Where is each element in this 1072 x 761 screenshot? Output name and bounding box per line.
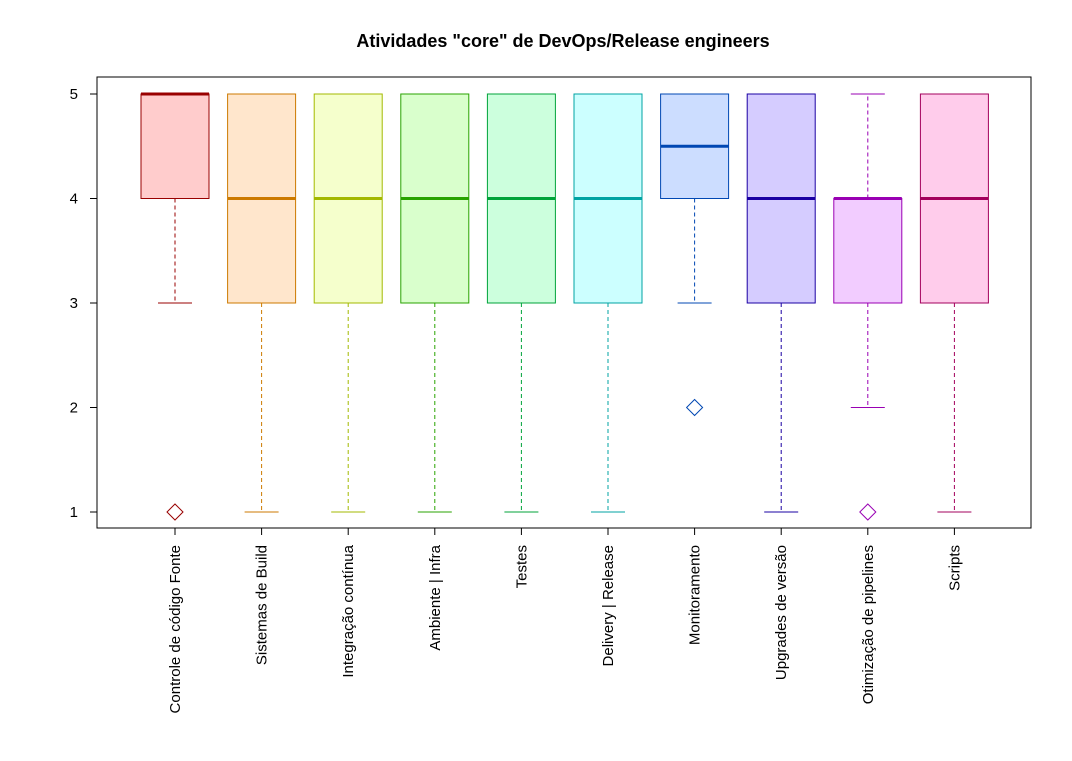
x-category-label: Otimização de pipelines [860, 545, 877, 704]
y-tick-label: 2 [70, 400, 78, 417]
box-8 [746, 93, 816, 513]
box-1 [140, 92, 210, 521]
x-category-label: Sistemas de Build [254, 545, 271, 665]
chart-title: Atividades "core" de DevOps/Release engi… [356, 31, 769, 51]
outlier-point [685, 398, 704, 417]
box-5 [486, 93, 556, 513]
x-category-label: Monitoramento [687, 545, 704, 645]
x-category-label: Ambiente | Infra [427, 544, 444, 650]
box-iqr [140, 93, 210, 199]
y-tick-label: 3 [70, 295, 78, 312]
y-axis: 1 2 3 4 5 [70, 86, 98, 521]
box-10 [919, 93, 989, 513]
box-3 [313, 93, 383, 513]
x-category-label: Delivery | Release [600, 545, 617, 666]
box-6 [573, 93, 643, 513]
outlier-point [166, 503, 184, 521]
x-category-label: Upgrades de versão [773, 545, 790, 680]
box-9 [833, 93, 903, 521]
y-tick-label: 1 [70, 504, 78, 521]
box-2 [227, 93, 297, 513]
x-category-label: Scripts [946, 545, 963, 591]
box-iqr [833, 198, 903, 304]
box-4 [400, 93, 470, 513]
x-category-label: Testes [513, 545, 530, 588]
box-7 [660, 93, 730, 417]
x-axis-labels: Controle de código Fonte Sistemas de Buil… [167, 528, 963, 713]
box-series [140, 92, 989, 521]
y-tick-label: 5 [70, 86, 78, 103]
outlier-point [859, 503, 877, 521]
x-category-label: Controle de código Fonte [167, 545, 184, 713]
y-tick-label: 4 [70, 191, 78, 208]
x-category-label: Integração contínua [340, 544, 357, 677]
